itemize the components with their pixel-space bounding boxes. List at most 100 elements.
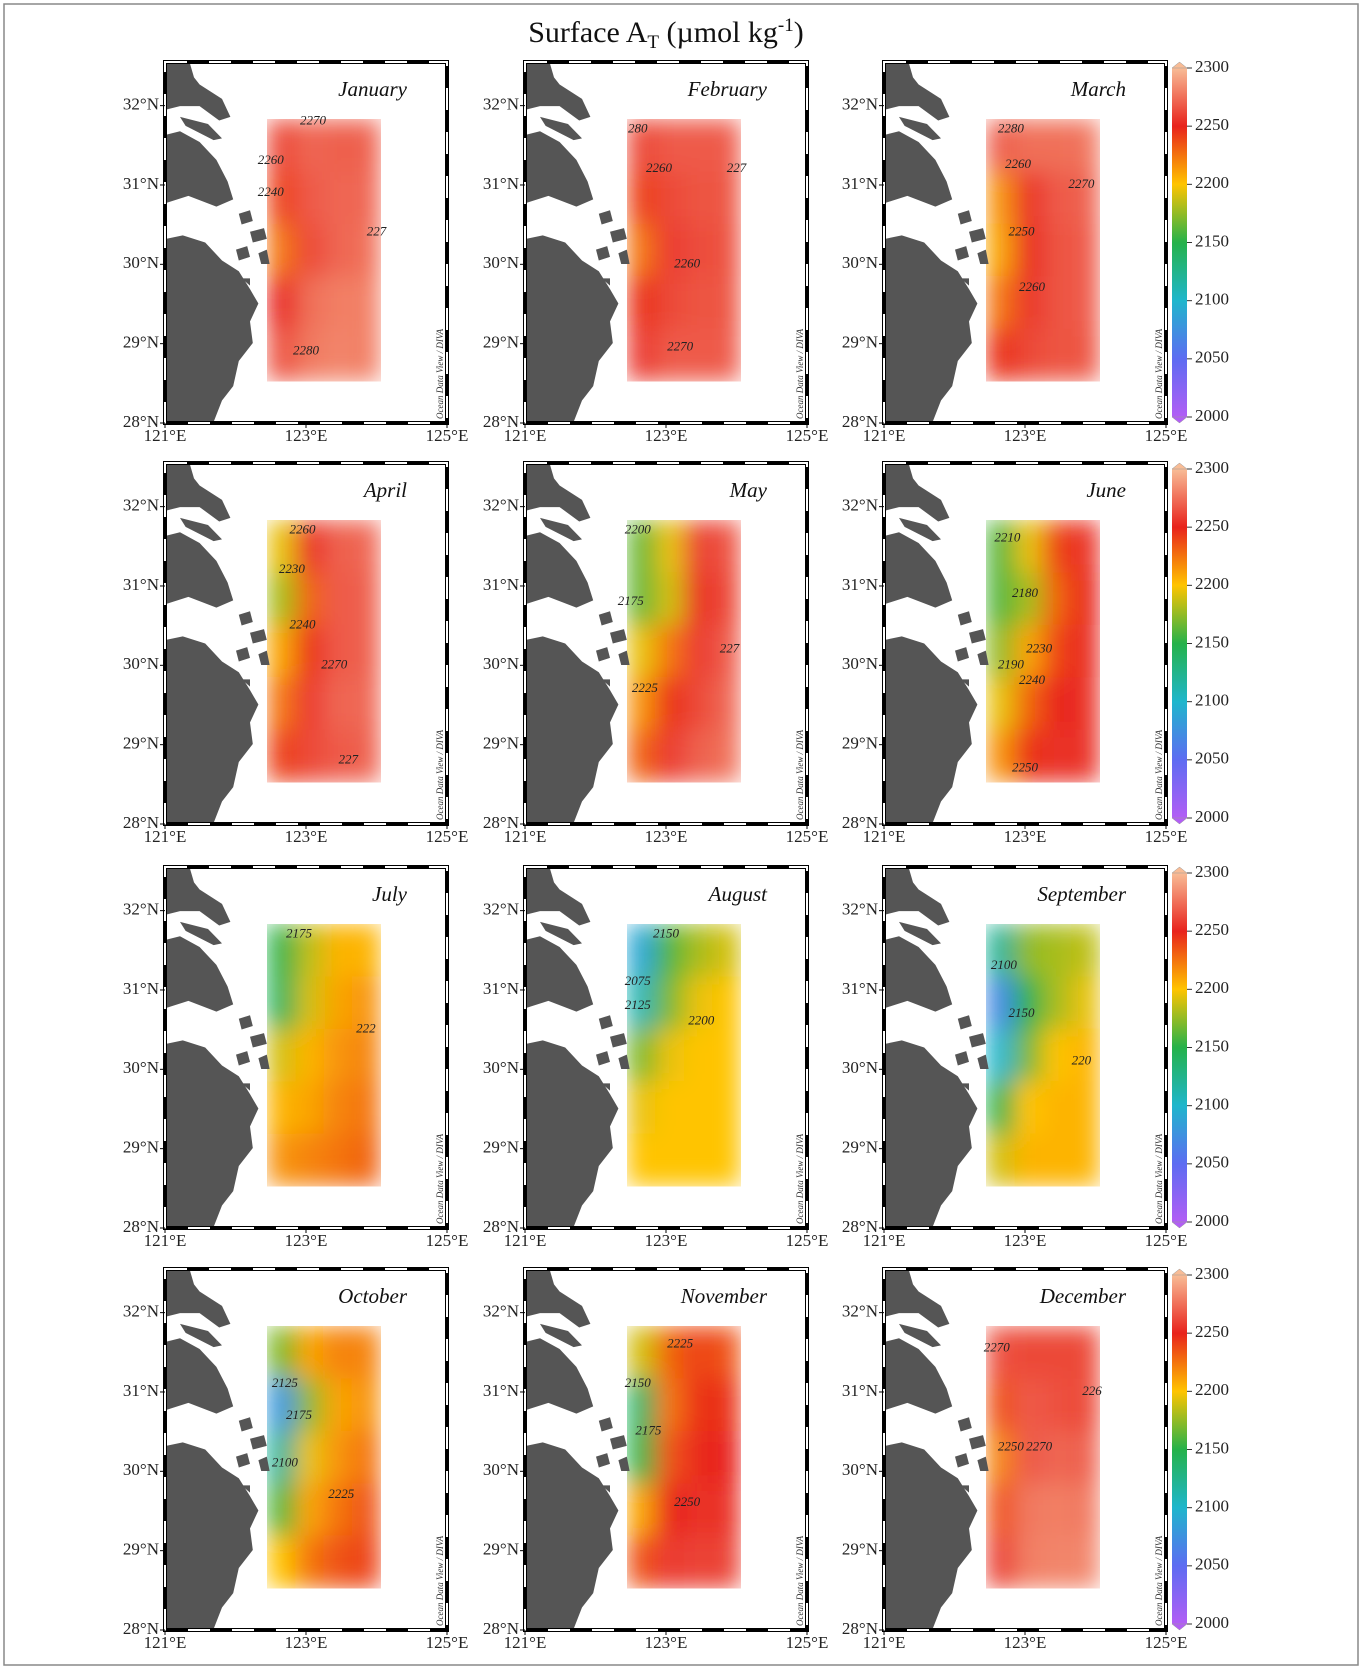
field-cell (655, 328, 685, 382)
field-cell (655, 223, 685, 277)
month-label: November (680, 1284, 768, 1308)
contour-label: 2190 (998, 656, 1025, 671)
colorbar-tick-label: 2100 (1195, 691, 1229, 710)
field-cell (295, 171, 325, 225)
field-cell (986, 1378, 1015, 1432)
lon-tick-label: 123°E (1004, 1633, 1047, 1652)
field-cell (351, 1133, 381, 1187)
field-cell (1070, 276, 1100, 330)
field-cell (323, 624, 353, 678)
lat-tick-label: 28°N (123, 1217, 159, 1236)
field-cell (655, 1378, 685, 1432)
field-cell (295, 328, 325, 382)
field-cell (986, 1535, 1015, 1589)
colorbar (1172, 873, 1187, 1222)
field-cell (351, 520, 381, 573)
lat-tick-label: 28°N (483, 813, 519, 832)
contour-label: 2150 (653, 925, 680, 940)
lon-tick-label: 121°E (504, 827, 547, 846)
map-panel: 2150 2075 2125 2200 August Ocean Data View / … (483, 865, 829, 1250)
colorbar-tick-label: 2300 (1195, 458, 1229, 477)
field-cell (295, 924, 325, 977)
lat-tick-label: 30°N (123, 1460, 159, 1479)
field-cell (351, 624, 381, 678)
colorbar-cap (1171, 462, 1188, 470)
field-cell (1014, 1133, 1044, 1187)
field-cell (323, 1133, 353, 1187)
lon-tick-label: 121°E (144, 426, 187, 445)
field-cell (267, 1326, 296, 1379)
field-cell (351, 328, 381, 382)
field (267, 924, 381, 1187)
lon-tick-label: 121°E (504, 426, 547, 445)
colorbar-cap (1171, 1623, 1188, 1631)
lat-tick-label: 28°N (123, 1619, 159, 1638)
contour-label: 2280 (293, 343, 320, 358)
field-cell (986, 624, 1015, 678)
field-cell (1014, 1535, 1044, 1589)
field-cell (267, 171, 296, 225)
lat-tick-label: 32°N (123, 900, 159, 919)
colorbar-tick-label: 2250 (1195, 1322, 1229, 1341)
field-cell (1070, 729, 1100, 783)
month-label: February (687, 77, 768, 101)
field-cell (295, 276, 325, 330)
field-cell (1042, 729, 1072, 783)
field-cell (351, 1483, 381, 1537)
colorbar-cap (1171, 416, 1188, 424)
lat-tick-label: 29°N (483, 1540, 519, 1559)
contour-label: 2270 (300, 112, 327, 127)
lat-tick-label: 30°N (483, 654, 519, 673)
colorbar-cap (1171, 1221, 1188, 1229)
lat-tick-label: 30°N (123, 1058, 159, 1077)
field (627, 1326, 741, 1589)
field-cell (1070, 1133, 1100, 1187)
field-cell (1070, 171, 1100, 225)
map-panel: 2100 2150 220 September Ocean Data View / DI… (842, 862, 1229, 1250)
field-cell (711, 1326, 741, 1379)
colorbar-tick-label: 2150 (1195, 1036, 1229, 1055)
lat-tick-label: 31°N (123, 1381, 159, 1400)
field-cell (711, 1430, 741, 1484)
field-cell (323, 1378, 353, 1432)
field-cell (627, 171, 656, 225)
field-cell (1070, 119, 1100, 172)
lon-tick-label: 125°E (786, 1231, 829, 1250)
field-cell (986, 328, 1015, 382)
field-cell (295, 1483, 325, 1537)
contour-label: 2250 (1008, 224, 1035, 239)
lat-tick-label: 32°N (842, 1302, 878, 1321)
field-cell (351, 572, 381, 626)
contour-label: 2200 (688, 1013, 715, 1028)
title-part: (µmol kg (659, 16, 778, 49)
field-cell (683, 1378, 713, 1432)
lon-tick-label: 121°E (504, 1231, 547, 1250)
field-cell (1014, 1326, 1044, 1379)
map-frame-dash (883, 462, 1167, 825)
field-cell (627, 1535, 656, 1589)
field-cell (711, 1028, 741, 1082)
field-cell (986, 276, 1015, 330)
map-frame-dash (164, 1268, 448, 1631)
field-cell (351, 171, 381, 225)
lon-tick-label: 121°E (144, 1231, 187, 1250)
contour-label: 227 (367, 224, 387, 239)
field-cell (711, 276, 741, 330)
map-panel: 2270 2260 2240 227 2280 January Ocean Data Vie… (123, 60, 468, 445)
lon-tick-label: 121°E (863, 426, 906, 445)
lat-tick-label: 31°N (842, 575, 878, 594)
lat-tick-label: 28°N (483, 1619, 519, 1638)
field-cell (323, 1081, 353, 1135)
contour-label: 2260 (1005, 156, 1032, 171)
field-cell (323, 572, 353, 626)
field-cell (655, 1081, 685, 1135)
field-cell (986, 1326, 1015, 1379)
field-cell (655, 1326, 685, 1379)
field-cell (1042, 276, 1072, 330)
field-cell (295, 976, 325, 1030)
field-cell (267, 520, 296, 573)
field-cell (986, 1081, 1015, 1135)
